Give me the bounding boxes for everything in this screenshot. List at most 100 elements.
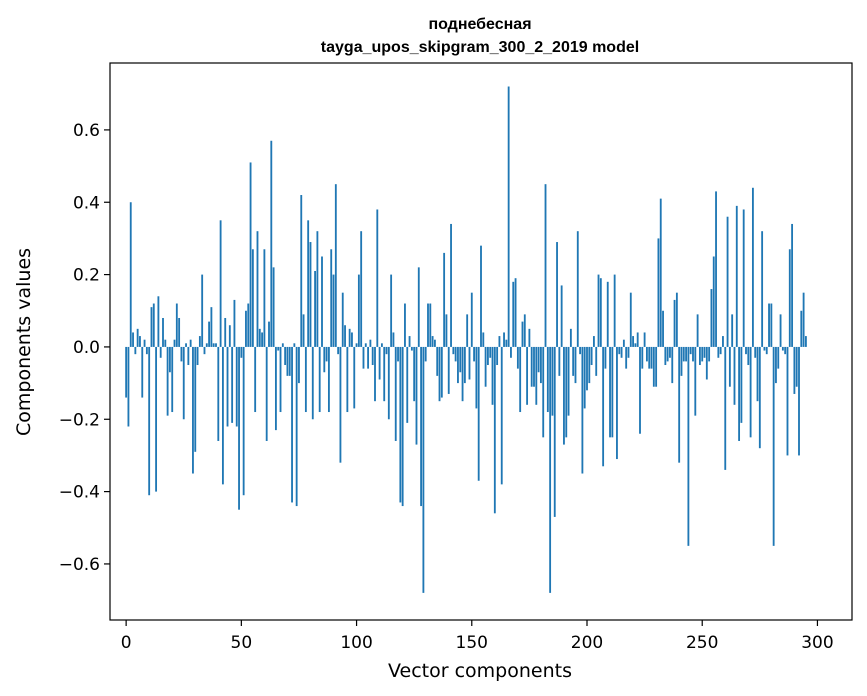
bar [696,314,699,347]
bar [263,249,266,347]
bar [477,346,480,481]
bar [629,292,632,347]
bar [187,346,190,366]
x-tick-label: 150 [456,633,488,653]
bar [526,346,529,405]
bar [682,346,685,362]
bar [747,346,750,366]
bar [512,281,515,347]
bar [256,231,259,347]
bar [579,346,582,355]
bar [786,346,789,456]
bar [519,346,522,413]
bar [473,346,476,362]
bar [708,346,711,362]
bar [132,332,134,347]
x-axis-ticks: 0 50 100 150 200 250 300 [121,620,834,653]
bar [235,346,238,427]
bar [758,346,761,449]
bar [392,332,395,347]
bar [632,336,635,347]
x-axis-label: Vector components [388,660,572,682]
bar [491,346,494,405]
bar [413,346,416,402]
x-tick-label: 0 [121,633,132,653]
bar [772,346,775,546]
bar [745,346,747,355]
bar [459,346,462,373]
bar [210,307,213,347]
bar [265,346,268,441]
bar [659,198,662,347]
bar [364,343,367,347]
bar [701,346,704,362]
bar [625,346,628,369]
bar [710,289,713,347]
bar [622,339,625,347]
bar [553,346,556,517]
bar [602,346,605,467]
bar [362,346,365,369]
bar [480,245,482,347]
bar [597,274,600,347]
bar [300,195,303,347]
bar [530,346,533,387]
bar [535,346,538,405]
bar [166,346,169,416]
bar [468,346,471,380]
bar [692,346,694,362]
bar [286,346,289,376]
bar [666,346,669,362]
bar [507,86,510,347]
bar [380,343,383,347]
bar [447,346,450,394]
y-tick-label: −0.6 [59,555,100,575]
bar [261,332,264,347]
bar [339,346,342,463]
chart-title: поднебесная [428,16,531,33]
bar [698,346,701,366]
bar [323,346,326,373]
bar [288,346,291,376]
bar [498,336,501,347]
bar [728,346,731,387]
bar [791,223,794,347]
bar [724,346,727,470]
bar [284,346,287,366]
bar [383,346,386,402]
bar [542,346,545,438]
bar [482,332,485,347]
bar [440,346,443,398]
y-axis-ticks: −0.6 −0.4 −0.2 0.0 0.2 0.4 0.6 [59,121,110,575]
bar [270,140,273,347]
bar [563,346,565,445]
bar [404,303,406,347]
bar [344,325,346,347]
bar [309,242,312,347]
bar [180,346,183,362]
bar [408,336,411,347]
bar [438,346,441,402]
bar [673,299,676,347]
bar [415,346,418,445]
bar [314,270,317,347]
bar [327,346,330,413]
bar [781,346,784,351]
bar [703,346,706,358]
bar [470,292,473,347]
bar [556,242,558,347]
y-tick-label: 0.2 [73,266,100,286]
bar [293,343,296,347]
bar [685,346,688,362]
bar [687,346,690,546]
bar [486,346,489,366]
bar [141,346,144,398]
bar [675,292,678,347]
bar [351,332,353,347]
bar [136,328,139,347]
bar [143,339,146,347]
bar [590,346,593,366]
bar [618,346,621,355]
bar [641,346,644,369]
